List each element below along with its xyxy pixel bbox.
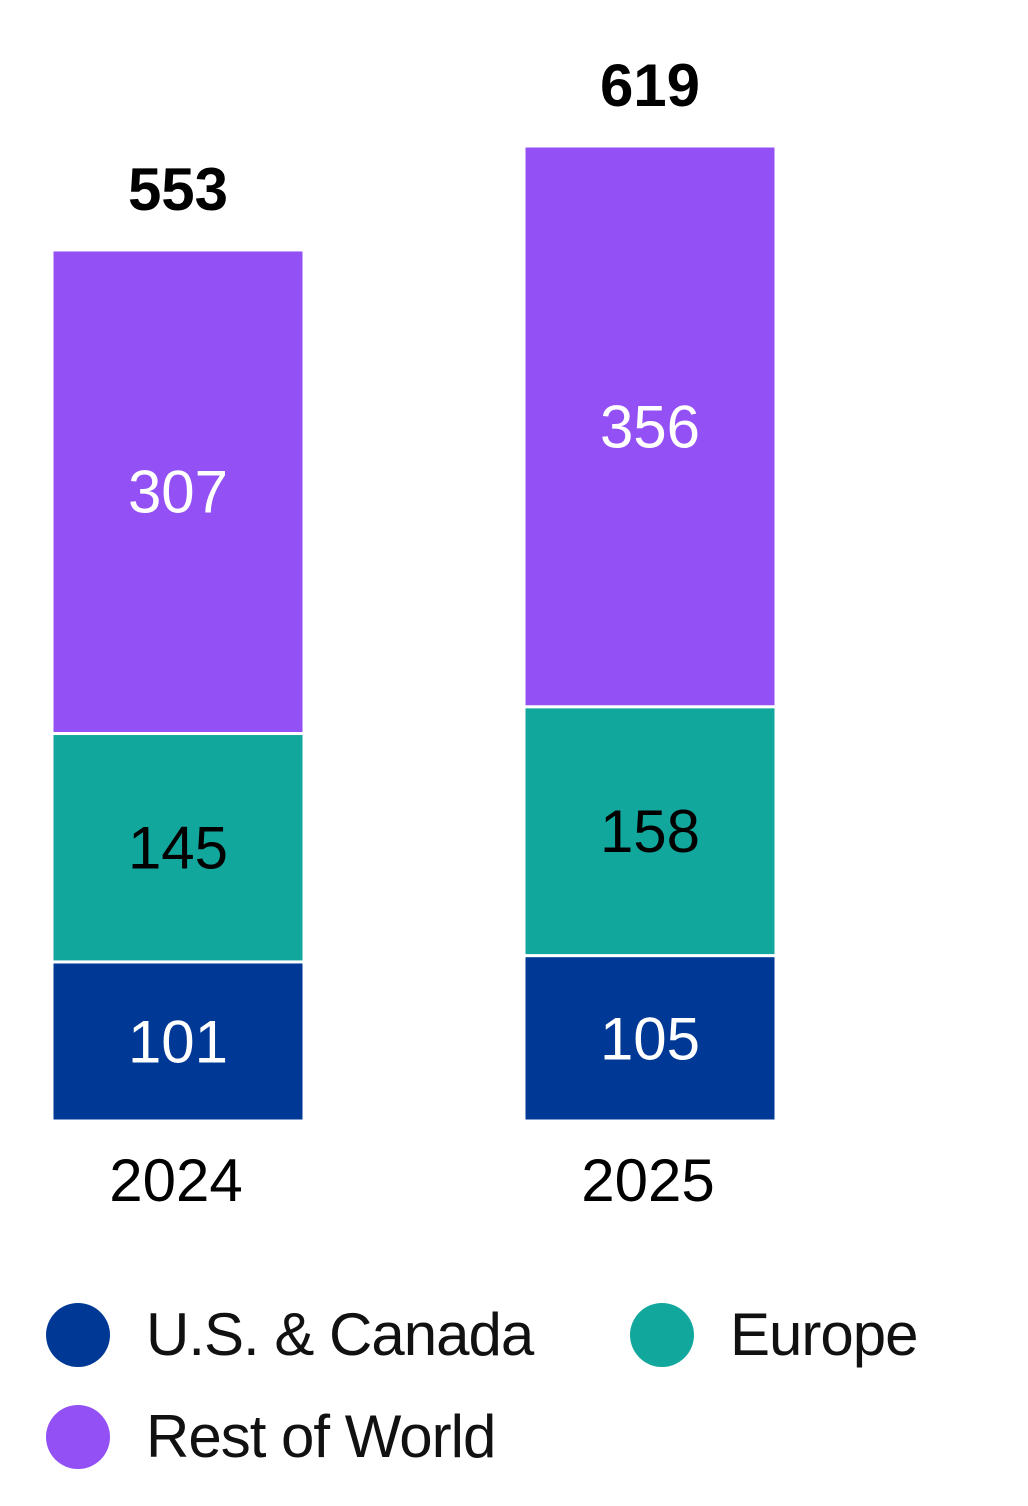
legend-label-us-canada: U.S. & Canada <box>146 1301 534 1368</box>
x-tick-label-2025: 2025 <box>581 1147 714 1214</box>
legend-swatch-us-canada <box>46 1302 110 1367</box>
legend-item-us-canada: U.S. & Canada <box>46 1300 534 1369</box>
legend-swatch-rest-of-world <box>46 1404 110 1469</box>
legend-item-rest-of-world: Rest of World <box>46 1402 496 1471</box>
legend-swatch-europe <box>630 1302 694 1367</box>
data-label-u-s-canada-2025: 105 <box>600 1005 700 1072</box>
stacked-bar-chart: 101 145 307 553 2024 105 158 356 619 2025 <box>50 52 778 1214</box>
bar-rest-of-world-2024 <box>50 248 306 736</box>
data-label-rest-of-world-2024: 307 <box>128 459 228 526</box>
legend-label-rest-of-world: Rest of World <box>146 1403 496 1470</box>
total-label-2025: 619 <box>600 52 700 119</box>
bar-europe-2025 <box>522 705 778 958</box>
data-label-rest-of-world-2025: 356 <box>600 393 700 460</box>
bar-europe-2024 <box>50 732 306 964</box>
bar-u-s-canada-2024 <box>50 960 306 1123</box>
x-tick-label-2024: 2024 <box>109 1147 242 1214</box>
data-label-europe-2025: 158 <box>600 798 700 865</box>
bar-rest-of-world-2025 <box>522 144 778 709</box>
legend-label-europe: Europe <box>730 1301 918 1368</box>
bar-u-s-canada-2025 <box>522 954 778 1123</box>
data-label-europe-2024: 145 <box>128 815 228 882</box>
data-label-u-s-canada-2024: 101 <box>128 1008 228 1075</box>
legend-item-europe: Europe <box>630 1300 918 1369</box>
total-label-2024: 553 <box>128 156 228 223</box>
